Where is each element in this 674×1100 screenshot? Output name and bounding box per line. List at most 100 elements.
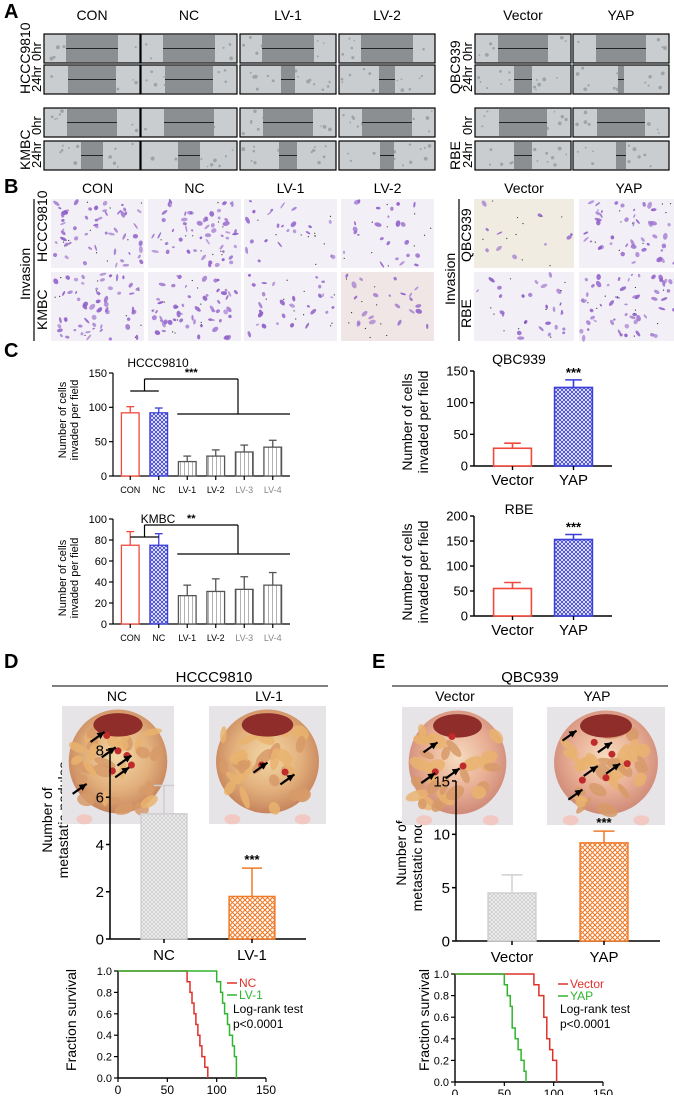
panel-b-tile-pore <box>541 216 542 217</box>
panel-a-tile-cell <box>150 70 153 73</box>
panel-a-tile-cell <box>323 155 326 158</box>
x-tick-label: CON <box>120 485 140 495</box>
panel-a-tile-cell <box>154 83 158 87</box>
panel-a-tile-cell <box>421 75 423 77</box>
panel-b-tile-pore <box>634 335 635 336</box>
panel-b-tile-pore <box>295 318 296 319</box>
photo-yap-paw <box>633 815 649 825</box>
y-tick-label: 1.0 <box>97 966 112 978</box>
panel-b-tile-pore <box>663 290 664 291</box>
panel-a-tile-cell <box>349 122 351 124</box>
panel-a-tile-cell <box>499 70 502 73</box>
panel-b-tile-pore <box>482 239 483 240</box>
panel-a-tile-cell <box>486 87 488 89</box>
panel-b-tile <box>51 272 144 341</box>
panel-a-tile-cell <box>347 153 349 155</box>
panel-a-tile-cell <box>533 148 536 151</box>
panel-b-tile-pore <box>200 250 201 251</box>
y-tick-label: 0.6 <box>97 1009 112 1021</box>
panel-a-col-YAP: YAP <box>608 7 635 23</box>
panel-a-tile-cell <box>68 147 70 149</box>
panel-a-tile-cell <box>547 161 549 163</box>
panel-a-tile-cell <box>545 152 548 155</box>
panel-b-tile-pore <box>365 328 366 329</box>
panel-a-tile-cell <box>661 72 665 76</box>
y-tick-label: 50 <box>95 437 107 449</box>
panel-a-tile-cell <box>412 118 415 121</box>
x-tick-label: LV-3 <box>235 633 253 643</box>
panel-a-tile-cell <box>657 129 659 131</box>
panel-a-tile-cell <box>200 158 202 160</box>
panel-a-tile-cell <box>218 165 221 168</box>
sig-stars: *** <box>244 852 260 867</box>
panel-b-tile-pore <box>560 290 561 291</box>
panel-b-tile-pore <box>380 323 381 324</box>
panel-b-col-Vector: Vector <box>504 180 544 196</box>
panel-a-tile-cell <box>323 125 327 129</box>
panel-a-tile-cell <box>117 166 119 168</box>
panel-a-tile-cell <box>317 55 319 57</box>
panel-a-time: 0hr <box>29 42 44 61</box>
panel-a-tile-cell <box>409 161 412 164</box>
panel-a-tile-cell <box>591 162 594 165</box>
panel-b-tile-pore <box>596 308 597 309</box>
panel-d-title: HCCC9810 <box>176 669 253 686</box>
panel-b-tile-pore <box>200 304 201 305</box>
panel-a-tile-cell <box>486 110 488 112</box>
panel-a-tile-cell <box>218 71 220 73</box>
panel-a-col-Vector: Vector <box>503 7 543 23</box>
photo-lv1-paw <box>295 814 311 824</box>
panel-a-tile-cell <box>253 110 256 113</box>
panel-a-tile-cell <box>297 76 299 78</box>
panel-a-tile-cell <box>426 116 430 120</box>
panel-b-tile-pore <box>617 296 618 297</box>
x-tick-label: LV-4 <box>264 485 282 495</box>
photo-yap-nodule <box>608 751 615 758</box>
x-tick-label: NC <box>152 485 165 495</box>
x-tick-label: LV-3 <box>235 485 253 495</box>
panel-a-tile-cell <box>483 115 485 117</box>
panel-b-tile-pore <box>107 260 108 261</box>
x-tick-label: 100 <box>207 1083 227 1095</box>
x-tick-label: 50 <box>161 1083 175 1095</box>
panel-b-tile-pore <box>212 254 213 255</box>
chart-c3-ylabel-1: Number of cells <box>399 373 415 470</box>
panel-e-photo-label-vector: Vector <box>435 688 475 704</box>
y-tick-label: 100 <box>446 559 468 574</box>
panel-b-row-label: KMBC <box>34 290 50 330</box>
panel-a-tile-cell <box>613 87 616 90</box>
sig-stars: *** <box>596 815 612 830</box>
panel-a-tile-cell <box>317 161 321 165</box>
panel-a-tile-cell <box>163 76 165 78</box>
photo-yap-paw <box>563 815 579 825</box>
panel-a-tile-cell <box>114 148 116 150</box>
panel-b-tile <box>579 272 674 341</box>
panel-b-tile-pore <box>96 290 97 291</box>
sig-stars: *** <box>566 520 582 535</box>
photo-lv1-liver <box>242 713 293 737</box>
panel-b-tile-pore <box>665 212 666 213</box>
y-tick-label: 100 <box>89 402 107 414</box>
panel-a-time: 24hr <box>460 141 475 168</box>
panel-b-tile-pore <box>192 280 193 281</box>
x-tick-label: Vector <box>491 472 534 489</box>
panel-a-tile-cell <box>251 160 253 162</box>
panel-a-tile-cell <box>352 117 355 120</box>
panel-a-tile-cell <box>224 81 227 84</box>
panel-a-tile-cell <box>489 148 492 151</box>
bar-NC <box>141 814 187 939</box>
panel-b-tile-pore <box>346 278 347 279</box>
panel-b-tile-pore <box>595 242 596 243</box>
panel-b-tile-pore <box>620 221 621 222</box>
panel-b-col-CON: CON <box>82 180 113 196</box>
y-tick-label: 2 <box>96 884 104 901</box>
panel-b-tile-pore <box>266 299 267 300</box>
panel-b-tile-pore <box>635 287 636 288</box>
panel-a-tile-cell <box>420 148 422 150</box>
panel-a-tile-cell <box>489 163 491 165</box>
panel-a-tile-cell <box>342 114 344 116</box>
panel-a-tile-cell <box>249 36 252 39</box>
y-tick-label: 100 <box>89 514 107 526</box>
panel-b-tile-pore <box>152 310 153 311</box>
